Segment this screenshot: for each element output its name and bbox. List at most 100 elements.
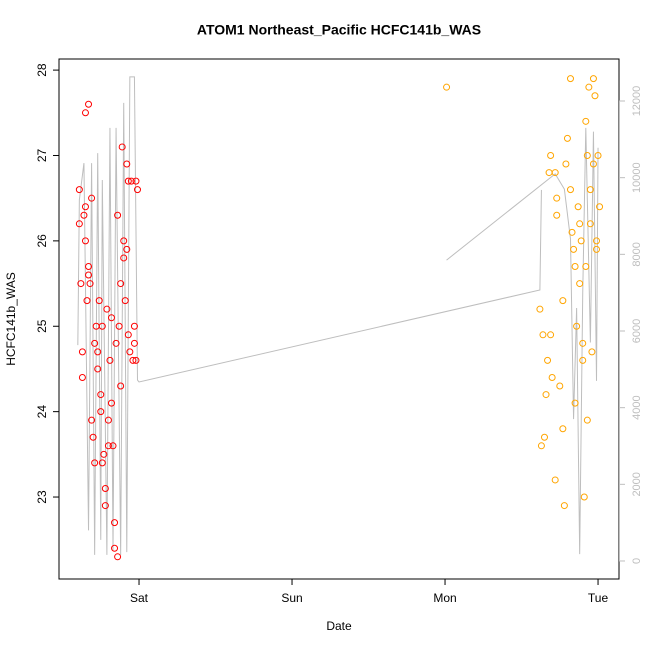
data-point <box>588 348 596 356</box>
y2-tick-label: 4000 <box>631 395 643 419</box>
data-point <box>571 262 579 270</box>
x-tick-label: Sat <box>130 591 149 605</box>
data-point <box>573 322 581 330</box>
data-point <box>118 143 126 151</box>
data-point <box>81 237 89 245</box>
data-point <box>120 237 128 245</box>
data-point <box>114 211 122 219</box>
data-point <box>124 177 132 185</box>
data-point <box>97 391 105 399</box>
data-point <box>540 433 548 441</box>
data-point <box>566 75 574 83</box>
data-point <box>104 442 112 450</box>
data-point <box>568 228 576 236</box>
data-point <box>85 271 93 279</box>
data-point <box>591 92 599 100</box>
data-point <box>443 83 451 91</box>
data-point <box>556 382 564 390</box>
data-point <box>115 322 123 330</box>
data-point <box>117 280 125 288</box>
data-point <box>589 75 597 83</box>
data-point <box>582 262 590 270</box>
data-point <box>132 177 140 185</box>
data-point <box>594 151 602 159</box>
x-tick-label: Mon <box>433 591 456 605</box>
y2-tick-label: 0 <box>631 558 643 564</box>
data-point <box>571 399 579 407</box>
data-point <box>553 211 561 219</box>
data-point <box>91 459 99 467</box>
data-point <box>551 169 559 177</box>
y2-tick-label: 12000 <box>631 86 643 117</box>
y-tick-label: 27 <box>35 148 49 162</box>
data-point <box>89 433 97 441</box>
data-point <box>127 177 135 185</box>
y2-tick-label: 6000 <box>631 319 643 343</box>
data-point <box>94 348 102 356</box>
data-point <box>586 186 594 194</box>
data-point <box>85 100 93 108</box>
data-point <box>579 356 587 364</box>
data-point <box>101 484 109 492</box>
data-point <box>593 237 601 245</box>
data-point <box>563 134 571 142</box>
data-point <box>593 245 601 253</box>
data-point <box>104 416 112 424</box>
y2-tick-label: 8000 <box>631 242 643 266</box>
data-point <box>579 339 587 347</box>
data-point <box>126 348 134 356</box>
y-axis-label: HCFC141b_WAS <box>4 272 18 366</box>
chart-title: ATOM1 Northeast_Pacific HCFC141b_WAS <box>197 22 481 38</box>
x-tick-label: Sun <box>281 591 302 605</box>
data-point <box>589 160 597 168</box>
data-point <box>111 519 119 527</box>
data-point <box>88 416 96 424</box>
data-point <box>88 194 96 202</box>
data-point <box>559 425 567 433</box>
data-point <box>553 194 561 202</box>
data-point <box>101 502 109 510</box>
data-point <box>95 297 103 305</box>
data-point <box>547 151 555 159</box>
y-tick-label: 26 <box>35 234 49 248</box>
data-point <box>80 211 88 219</box>
data-point <box>577 237 585 245</box>
data-point <box>585 83 593 91</box>
data-point <box>123 160 131 168</box>
data-point <box>112 339 120 347</box>
data-point <box>86 280 94 288</box>
data-point <box>98 459 106 467</box>
data-point <box>583 151 591 159</box>
data-point <box>551 476 559 484</box>
data-point <box>106 356 114 364</box>
x-axis-label: Date <box>326 619 352 633</box>
data-point <box>582 117 590 125</box>
data-point <box>77 280 85 288</box>
data-point <box>75 186 83 194</box>
data-point <box>75 220 83 228</box>
data-point <box>547 331 555 339</box>
data-point <box>133 186 141 194</box>
data-point <box>596 203 604 211</box>
data-point <box>566 186 574 194</box>
y-tick-label: 28 <box>35 63 49 77</box>
data-point <box>97 408 105 416</box>
data-point <box>576 220 584 228</box>
data-point <box>574 203 582 211</box>
data-point <box>576 280 584 288</box>
y-tick-label: 25 <box>35 319 49 333</box>
data-point <box>117 382 125 390</box>
data-point <box>100 450 108 458</box>
data-point <box>111 544 119 552</box>
data-point <box>560 502 568 510</box>
data-point <box>98 322 106 330</box>
data-point <box>85 262 93 270</box>
data-point <box>130 322 138 330</box>
data-point <box>580 493 588 501</box>
data-point <box>129 356 137 364</box>
data-point <box>124 331 132 339</box>
data-point <box>83 297 91 305</box>
data-point <box>81 109 89 117</box>
data-point <box>114 553 122 561</box>
y2-tick-label: 2000 <box>631 472 643 496</box>
